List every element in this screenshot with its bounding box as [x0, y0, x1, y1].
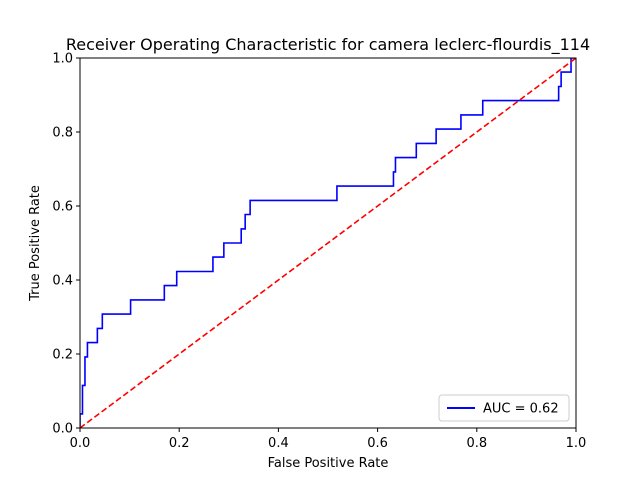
x-tick-label: 1.0 [566, 436, 587, 451]
x-axis-label: False Positive Rate [268, 456, 389, 471]
series-layer [80, 58, 576, 428]
x-tick-label: 0.2 [169, 436, 190, 451]
y-tick-label: 1.0 [52, 52, 73, 67]
x-tick-label: 0.8 [466, 436, 487, 451]
chart-title: Receiver Operating Characteristic for ca… [66, 35, 590, 55]
plot-frame [79, 57, 577, 429]
roc-curve-line [80, 58, 576, 428]
y-tick-label: 0.6 [52, 200, 73, 215]
chance-line [80, 58, 576, 428]
legend-box [438, 394, 570, 422]
x-axis-ticks: 0.0 0.2 0.4 0.6 0.8 1.0 [70, 428, 587, 451]
legend-label-roc: AUC = 0.62 [483, 402, 559, 417]
y-axis-ticks: 0.0 0.2 0.4 0.6 0.8 1.0 [52, 52, 80, 437]
x-tick-label: 0.6 [367, 436, 388, 451]
y-tick-label: 0.4 [52, 274, 73, 289]
y-tick-label: 0.0 [52, 422, 73, 437]
y-axis-label: True Positive Rate [28, 185, 43, 302]
x-tick-label: 0.4 [268, 436, 289, 451]
x-tick-label: 0.0 [70, 436, 91, 451]
y-tick-label: 0.2 [52, 348, 73, 363]
y-tick-label: 0.8 [52, 126, 73, 141]
legend: AUC = 0.62 [438, 394, 570, 422]
